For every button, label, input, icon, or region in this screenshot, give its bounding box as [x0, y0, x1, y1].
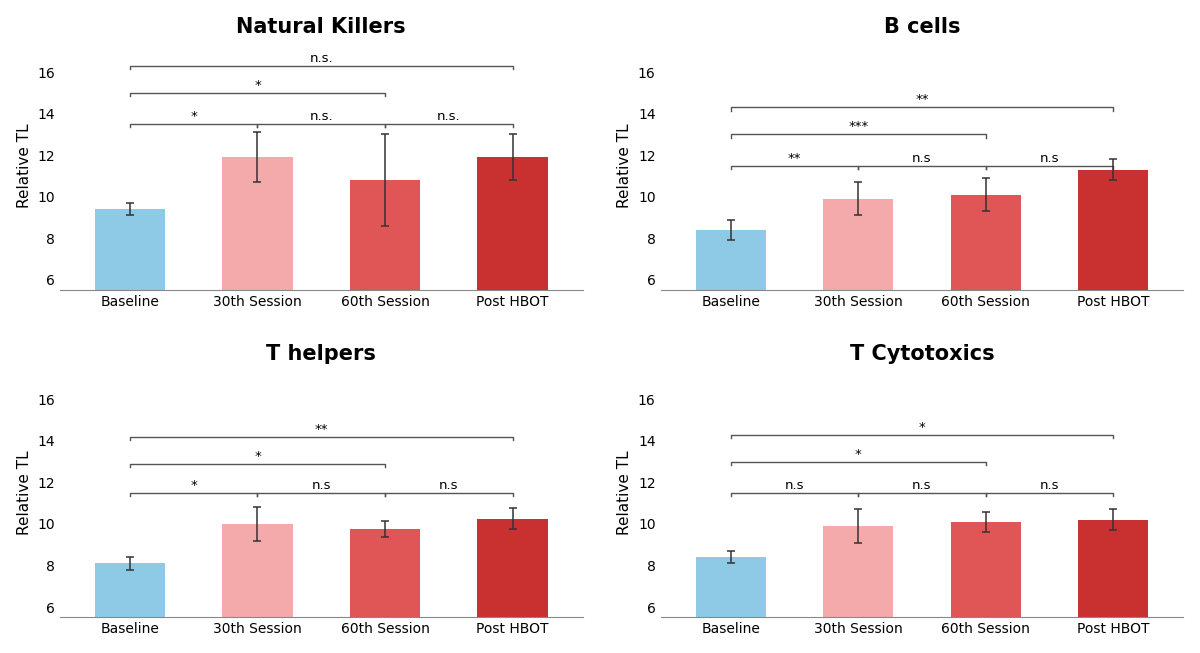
- Text: **: **: [916, 93, 929, 106]
- Bar: [350, 180, 420, 404]
- Bar: [350, 529, 420, 653]
- Text: n.s: n.s: [439, 479, 458, 492]
- Text: *: *: [254, 450, 260, 463]
- Bar: [823, 199, 893, 404]
- Bar: [222, 157, 293, 404]
- Bar: [696, 557, 766, 653]
- Text: *: *: [918, 421, 925, 434]
- Text: n.s: n.s: [912, 479, 931, 492]
- Y-axis label: Relative TL: Relative TL: [17, 451, 31, 535]
- Bar: [95, 209, 166, 404]
- Title: T helpers: T helpers: [266, 344, 376, 364]
- Text: n.s.: n.s.: [310, 52, 334, 65]
- Text: n.s.: n.s.: [437, 110, 461, 123]
- Text: *: *: [254, 79, 260, 92]
- Bar: [950, 522, 1021, 653]
- Title: Natural Killers: Natural Killers: [236, 17, 406, 37]
- Bar: [950, 195, 1021, 404]
- Text: ***: ***: [848, 120, 869, 133]
- Text: *: *: [191, 479, 197, 492]
- Text: **: **: [314, 422, 328, 436]
- Text: n.s: n.s: [1039, 479, 1060, 492]
- Bar: [823, 526, 893, 653]
- Text: **: **: [787, 151, 802, 165]
- Bar: [478, 157, 547, 404]
- Text: n.s: n.s: [785, 479, 804, 492]
- Bar: [696, 230, 766, 404]
- Y-axis label: Relative TL: Relative TL: [617, 451, 632, 535]
- Title: B cells: B cells: [883, 17, 960, 37]
- Bar: [222, 524, 293, 653]
- Text: *: *: [191, 110, 197, 123]
- Bar: [95, 564, 166, 653]
- Text: n.s: n.s: [1039, 151, 1060, 165]
- Y-axis label: Relative TL: Relative TL: [17, 123, 31, 208]
- Title: T Cytotoxics: T Cytotoxics: [850, 344, 995, 364]
- Text: *: *: [854, 448, 862, 460]
- Text: n.s: n.s: [912, 151, 931, 165]
- Y-axis label: Relative TL: Relative TL: [617, 123, 632, 208]
- Bar: [1078, 170, 1148, 404]
- Text: n.s: n.s: [312, 479, 331, 492]
- Text: n.s.: n.s.: [310, 110, 334, 123]
- Bar: [478, 518, 547, 653]
- Bar: [1078, 520, 1148, 653]
